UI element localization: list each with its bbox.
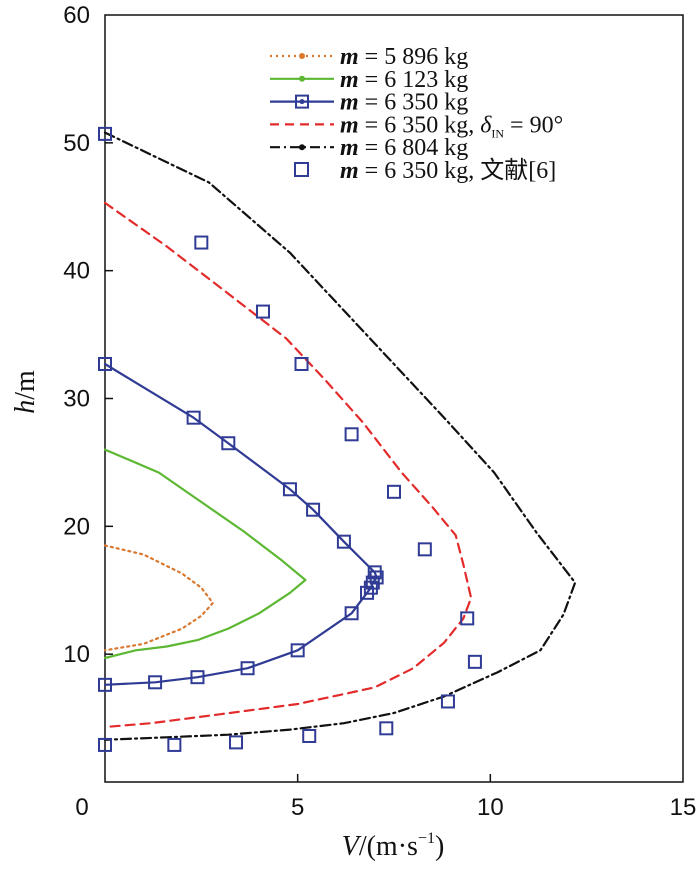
data-point — [336, 534, 351, 549]
series-0 — [103, 544, 214, 652]
data-point — [344, 606, 359, 621]
data-point — [290, 643, 305, 658]
data-point — [460, 611, 475, 626]
series-3 — [103, 201, 473, 729]
legend-label-2: m = 6 350 kg — [340, 90, 468, 116]
legend-symbol: m — [340, 44, 359, 70]
series-2 — [98, 356, 384, 692]
legend-value: = 5 896 kg — [359, 44, 469, 70]
data-point — [344, 427, 359, 442]
legend-value: = 6 350 kg, — [359, 112, 481, 138]
data-point — [186, 410, 201, 425]
data-point — [98, 356, 112, 371]
legend-symbol: m — [340, 112, 359, 138]
legend-value: = 6 123 kg — [359, 67, 469, 93]
data-point — [467, 654, 482, 669]
series-line — [103, 448, 307, 660]
data-point — [294, 356, 309, 371]
legend-delta: δ — [480, 112, 492, 138]
y-tick-label: 50 — [63, 130, 90, 157]
series-5 — [98, 126, 482, 752]
data-point — [302, 728, 317, 743]
legend-subscript: IN — [491, 126, 504, 140]
data-point — [306, 502, 321, 517]
data-point — [440, 694, 455, 709]
series-line — [103, 362, 378, 686]
y-tick-label: 40 — [63, 258, 90, 285]
series-line — [103, 201, 473, 729]
data-point — [379, 721, 394, 736]
data-point — [282, 482, 297, 497]
series-line — [103, 131, 577, 741]
series-layer — [98, 126, 577, 752]
series-4 — [103, 131, 577, 741]
legend-label-1: m = 6 123 kg — [340, 67, 468, 93]
data-point — [98, 126, 112, 141]
x-tick-label: 15 — [670, 794, 697, 821]
legend-label-3: m = 6 350 kg, δIN = 90° — [340, 112, 563, 140]
data-point — [190, 670, 205, 685]
y-axis-title: h/m — [10, 370, 41, 414]
y-tick-label: 20 — [63, 513, 90, 540]
data-point — [148, 675, 163, 690]
y-tick-label: 30 — [63, 386, 90, 413]
legend: m = 5 896 kgm = 6 123 kgm = 6 350 kgm = … — [270, 44, 563, 184]
legend-angle: = 90° — [504, 112, 563, 138]
legend-marker-0 — [299, 53, 305, 59]
series-1 — [103, 448, 307, 660]
legend-reference: 文献[6] — [480, 157, 556, 184]
legend-marker-dot-2 — [299, 99, 305, 105]
x-axis-title: V/(m·s−1) — [342, 830, 445, 862]
data-point — [98, 677, 112, 692]
series-line — [103, 544, 214, 652]
legend-value: = 6 804 kg — [359, 135, 469, 161]
legend-label-0: m = 5 896 kg — [340, 44, 468, 70]
data-point — [360, 585, 375, 600]
x-tick-label: 0 — [75, 794, 88, 821]
legend-value: = 6 350 kg — [359, 90, 469, 116]
legend-symbol: m — [340, 158, 359, 184]
x-tick-label: 5 — [291, 794, 304, 821]
legend-value: = 6 350 kg, — [359, 158, 481, 184]
data-point — [194, 235, 209, 250]
data-point — [255, 304, 270, 319]
y-tick-label: 60 — [63, 2, 90, 29]
data-point — [98, 737, 112, 752]
data-point — [387, 484, 401, 499]
legend-marker-5 — [294, 162, 309, 177]
data-point — [240, 661, 255, 676]
axes: 0 5 10 15 10 20 30 40 50 60 — [63, 2, 696, 821]
legend-symbol: m — [340, 135, 359, 161]
legend-label-5: m = 6 350 kg, 文献[6] — [340, 157, 556, 184]
legend-marker-2 — [295, 94, 309, 109]
x-tick-label: 10 — [477, 794, 504, 821]
legend-marker-1 — [299, 75, 305, 82]
legend-marker-4 — [299, 144, 305, 151]
data-point — [417, 542, 432, 557]
legend-symbol: m — [340, 90, 359, 116]
data-point — [221, 436, 236, 451]
legend-symbol: m — [340, 67, 359, 93]
y-tick-label: 10 — [63, 641, 90, 668]
data-point — [229, 735, 244, 750]
legend-label-4: m = 6 804 kg — [340, 135, 468, 161]
data-point — [167, 737, 182, 752]
